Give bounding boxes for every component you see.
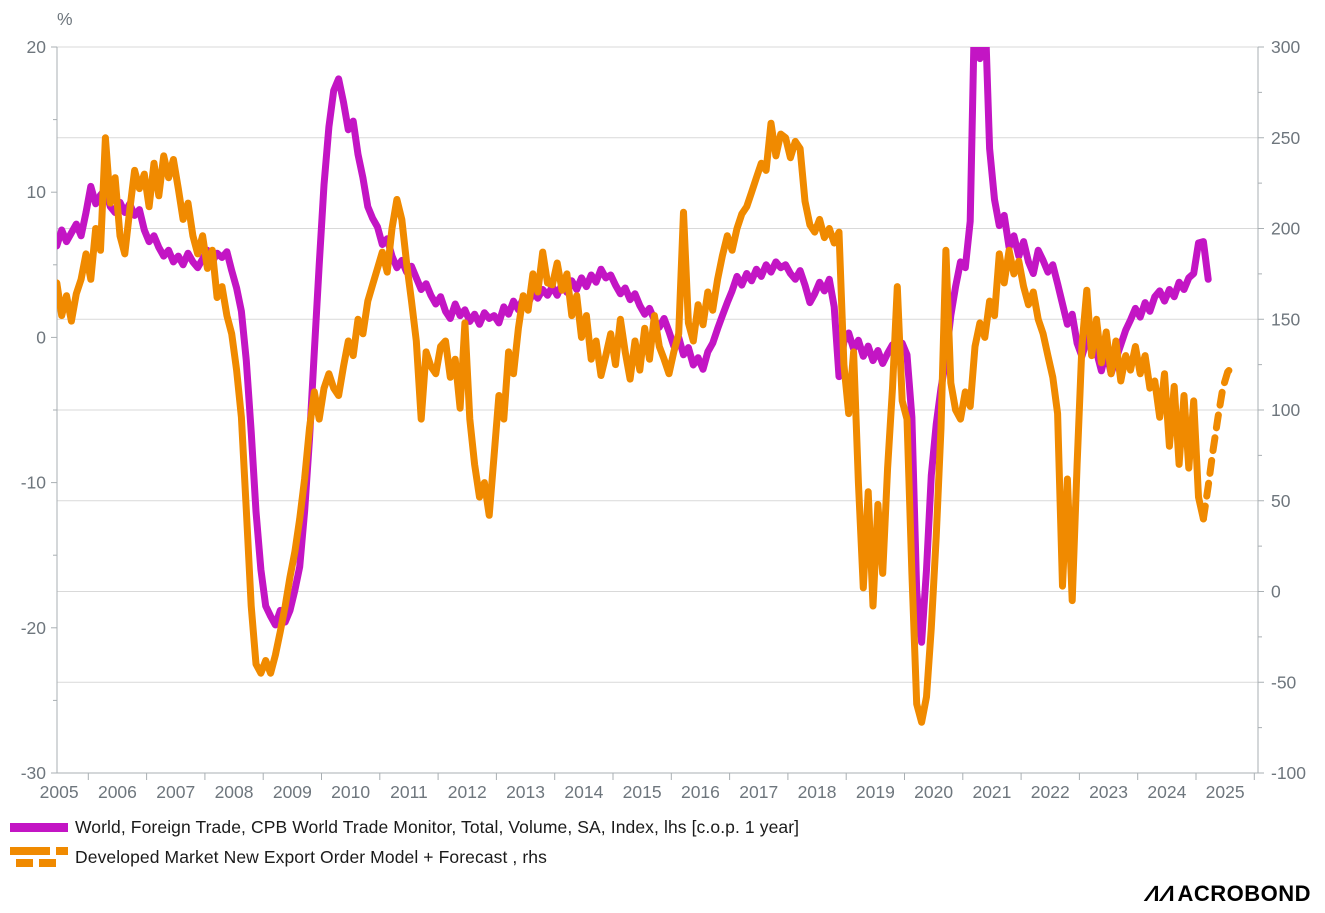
series-line-1: [57, 119, 1207, 726]
right-axis-tick-label: 100: [1271, 400, 1300, 420]
left-axis-tick-label: 0: [36, 327, 46, 347]
x-axis-year-label: 2022: [1031, 782, 1070, 802]
series-line-2-forecast: [1199, 362, 1236, 523]
x-axis-year-label: 2009: [273, 782, 312, 802]
left-axis-unit-label: %: [57, 9, 73, 29]
x-axis-year-label: 2006: [98, 782, 137, 802]
series-lines: [57, 47, 1236, 726]
x-axis-year-label: 2021: [972, 782, 1011, 802]
series-line-0: [57, 47, 1212, 646]
left-axis-tick-label: -20: [21, 618, 47, 638]
x-axis-year-label: 2013: [506, 782, 545, 802]
right-axis-tick-label: 150: [1271, 309, 1300, 329]
x-axis-year-label: 2017: [739, 782, 778, 802]
left-axis-tick-label: 10: [27, 182, 47, 202]
right-axis-tick-label: -100: [1271, 763, 1306, 783]
macrobond-logo: ΛΛ ACROBOND: [1142, 881, 1311, 907]
right-axis-tick-label: 50: [1271, 491, 1291, 511]
x-axis-year-label: 2023: [1089, 782, 1128, 802]
x-axis-year-label: 2025: [1206, 782, 1245, 802]
right-axis-tick-label: -50: [1271, 672, 1297, 692]
axes: 20100-10-20-30300250200150100500-50-1002…: [21, 37, 1307, 802]
x-axis-year-label: 2014: [564, 782, 603, 802]
right-axis-tick-label: 250: [1271, 128, 1300, 148]
x-axis-year-label: 2020: [914, 782, 953, 802]
x-axis-year-label: 2012: [448, 782, 487, 802]
dual-axis-line-chart: 20100-10-20-30300250200150100500-50-1002…: [21, 9, 1307, 802]
left-axis-tick-label: 20: [27, 37, 47, 57]
x-axis-year-label: 2005: [40, 782, 79, 802]
plot-area: 20 10 0 -10 -20 -30 300 250 200 150 100 50 0 -50 -100 2…: [21, 9, 1307, 802]
legend-label-export-order-model: Developed Market New Export Order Model …: [75, 846, 547, 867]
x-axis-year-label: 2018: [798, 782, 837, 802]
right-axis-tick-label: 200: [1271, 219, 1300, 239]
legend-swatch-solid-dash-line: [10, 847, 68, 867]
x-axis-year-label: 2015: [623, 782, 662, 802]
x-axis-year-label: 2008: [215, 782, 254, 802]
x-axis-year-label: 2011: [390, 782, 428, 802]
legend-swatch-solid-line: [10, 823, 68, 832]
legend-label-cpb-world-trade: World, Foreign Trade, CPB World Trade Mo…: [75, 816, 800, 837]
x-axis-year-label: 2016: [681, 782, 720, 802]
left-axis-tick-label: -30: [21, 763, 47, 783]
legend-item-cpb-world-trade: World, Foreign Trade, CPB World Trade Mo…: [10, 812, 799, 842]
x-axis-year-label: 2024: [1147, 782, 1186, 802]
left-axis-tick-label: -10: [21, 473, 47, 493]
x-axis-year-label: 2010: [331, 782, 370, 802]
logo-m-glyph: ΛΛ: [1141, 881, 1182, 906]
right-axis-tick-label: 0: [1271, 582, 1281, 602]
x-axis-year-label: 2019: [856, 782, 895, 802]
legend-item-export-order-model: Developed Market New Export Order Model …: [10, 842, 799, 872]
logo-text: ACROBOND: [1177, 881, 1311, 906]
legend: World, Foreign Trade, CPB World Trade Mo…: [10, 812, 799, 872]
right-axis-tick-label: 300: [1271, 37, 1300, 57]
x-axis-year-label: 2007: [156, 782, 195, 802]
